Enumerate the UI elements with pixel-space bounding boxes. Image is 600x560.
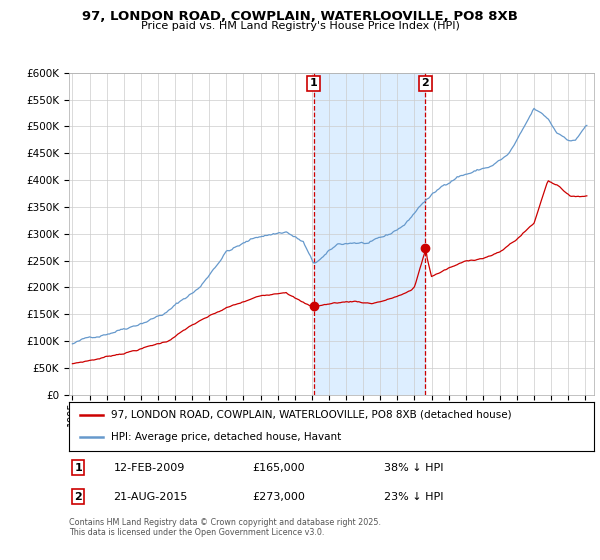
- Text: 38% ↓ HPI: 38% ↓ HPI: [384, 463, 443, 473]
- Text: 97, LONDON ROAD, COWPLAIN, WATERLOOVILLE, PO8 8XB: 97, LONDON ROAD, COWPLAIN, WATERLOOVILLE…: [82, 10, 518, 23]
- Text: 2: 2: [422, 78, 429, 88]
- Text: 23% ↓ HPI: 23% ↓ HPI: [384, 492, 443, 502]
- Text: 2: 2: [74, 492, 82, 502]
- Text: Contains HM Land Registry data © Crown copyright and database right 2025.
This d: Contains HM Land Registry data © Crown c…: [69, 518, 381, 538]
- Text: 1: 1: [310, 78, 317, 88]
- Text: £165,000: £165,000: [253, 463, 305, 473]
- Text: Price paid vs. HM Land Registry's House Price Index (HPI): Price paid vs. HM Land Registry's House …: [140, 21, 460, 31]
- Text: 97, LONDON ROAD, COWPLAIN, WATERLOOVILLE, PO8 8XB (detached house): 97, LONDON ROAD, COWPLAIN, WATERLOOVILLE…: [111, 410, 512, 420]
- Text: 21-AUG-2015: 21-AUG-2015: [113, 492, 188, 502]
- Bar: [314, 73, 425, 395]
- Text: HPI: Average price, detached house, Havant: HPI: Average price, detached house, Hava…: [111, 432, 341, 442]
- Text: 1: 1: [74, 463, 82, 473]
- Text: £273,000: £273,000: [253, 492, 305, 502]
- Text: 12-FEB-2009: 12-FEB-2009: [113, 463, 185, 473]
